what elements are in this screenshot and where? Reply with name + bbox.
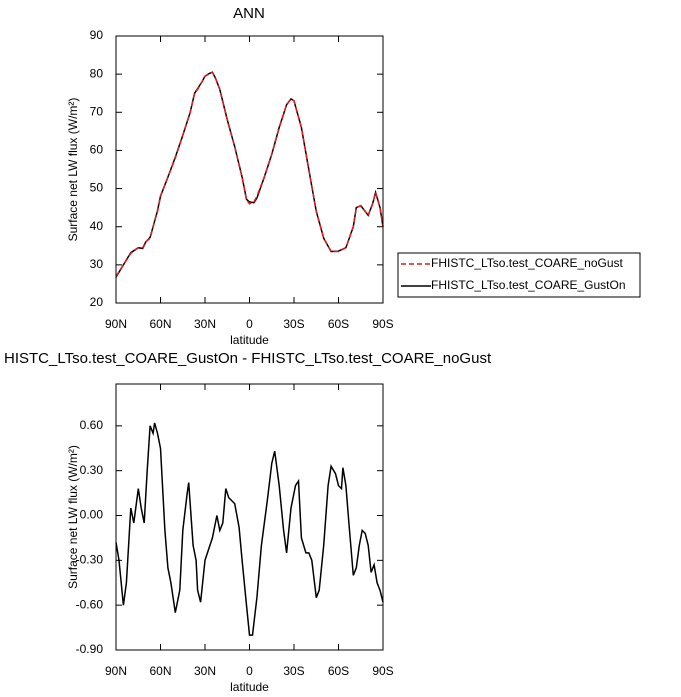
y-tick-label: -0.60 xyxy=(76,597,104,611)
x-tick-label: 90S xyxy=(372,317,393,331)
y-tick-label: 70 xyxy=(90,104,104,118)
plot-frame xyxy=(115,35,384,304)
y-tick-label: 50 xyxy=(90,181,104,195)
legend-frame xyxy=(397,252,641,298)
x-tick-label: 60N xyxy=(149,317,171,331)
line-series xyxy=(115,71,384,278)
line-series xyxy=(115,422,384,636)
chart-title: HISTC_LTso.test_COARE_GustOn - FHISTC_LT… xyxy=(4,350,492,367)
y-tick-label: -0.90 xyxy=(76,642,104,656)
x-axis-label: latitude xyxy=(230,333,269,347)
legend-label: FHISTC_LTso.test_COARE_noGust xyxy=(431,256,624,270)
y-tick-label: 20 xyxy=(90,295,104,309)
y-tick-label: 80 xyxy=(90,66,104,80)
x-tick-label: 30N xyxy=(194,664,216,678)
legend-label: FHISTC_LTso.test_COARE_GustOn xyxy=(431,278,626,292)
plot-frame xyxy=(115,383,384,651)
line-series xyxy=(115,71,384,277)
y-tick-label: 60 xyxy=(90,143,104,157)
chart-title: ANN xyxy=(233,5,265,22)
x-tick-label: 0 xyxy=(246,317,253,331)
x-tick-label: 30S xyxy=(283,317,304,331)
y-tick-label: 30 xyxy=(90,257,104,271)
y-tick-label: -0.30 xyxy=(76,553,104,567)
x-tick-label: 60S xyxy=(328,317,349,331)
x-tick-label: 90S xyxy=(372,664,393,678)
x-tick-label: 60N xyxy=(149,664,171,678)
y-axis-label: Surface net LW flux (W/m²) xyxy=(66,98,80,242)
y-tick-label: 0.00 xyxy=(80,508,104,522)
x-tick-label: 90N xyxy=(105,317,127,331)
x-tick-label: 0 xyxy=(246,664,253,678)
y-tick-label: 0.30 xyxy=(80,463,104,477)
y-tick-label: 0.60 xyxy=(80,418,104,432)
y-tick-label: 40 xyxy=(90,219,104,233)
x-tick-label: 90N xyxy=(105,664,127,678)
y-axis-label: Surface net LW flux (W/m²) xyxy=(66,445,80,589)
y-tick-label: 90 xyxy=(90,28,104,42)
x-tick-label: 30S xyxy=(283,664,304,678)
x-tick-label: 30N xyxy=(194,317,216,331)
x-axis-label: latitude xyxy=(230,680,269,694)
x-tick-label: 60S xyxy=(328,664,349,678)
